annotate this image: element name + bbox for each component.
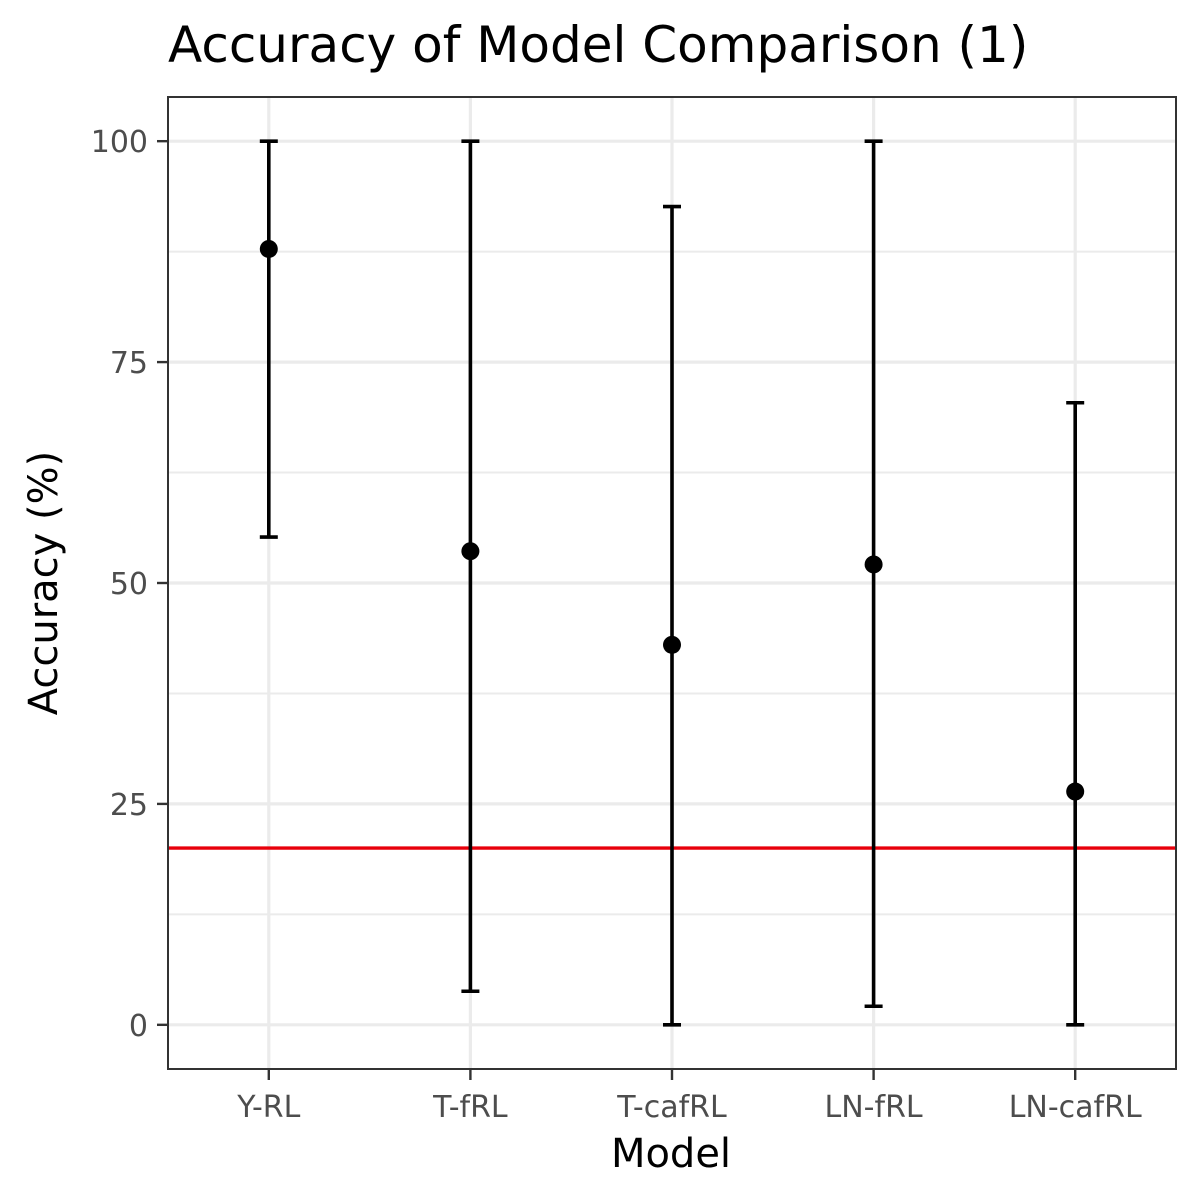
x-tick-label: LN-fRL [825,1090,923,1125]
x-axis-title: Model [611,1131,731,1177]
data-point [864,555,883,574]
y-axis: 0 25 50 75 100 [91,125,168,1044]
errorbar-group [461,139,480,994]
y-tick-label: 75 [110,346,148,381]
x-axis: Y-RL T-fRL T-cafRL LN-fRL LN-cafRL [236,1069,1142,1125]
data-point [1066,782,1085,801]
y-axis-title: Accuracy (%) [21,451,67,716]
y-tick-label: 25 [110,788,148,823]
errorbar-group [864,139,883,1009]
x-tick-label: T-fRL [432,1090,508,1125]
errorbar-group [259,139,278,539]
data-point [663,635,681,654]
errorbar-group [663,204,681,1027]
plot-area: 0 25 50 75 100 Y-RL T-fRL T-cafRL LN-fRL LN-cafRL [91,96,1177,1125]
y-tick-label: 0 [129,1009,148,1044]
x-tick-label: T-cafRL [616,1090,727,1125]
x-tick-label: Y-RL [236,1090,300,1125]
y-tick-label: 100 [91,125,148,160]
x-tick-label: LN-cafRL [1009,1090,1142,1125]
data-point [461,542,480,561]
y-tick-label: 50 [110,567,148,602]
errorbar-group [1066,400,1085,1027]
chart-title: Accuracy of Model Comparison (1) [168,16,1028,74]
data-point [259,239,278,258]
